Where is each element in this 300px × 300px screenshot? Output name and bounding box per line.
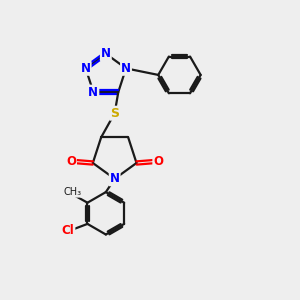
Text: N: N <box>88 85 98 99</box>
Text: N: N <box>121 62 131 75</box>
Text: Cl: Cl <box>62 224 74 237</box>
Text: N: N <box>101 47 111 60</box>
Text: O: O <box>153 155 163 168</box>
Text: S: S <box>110 107 119 120</box>
Text: N: N <box>110 172 120 185</box>
Text: N: N <box>81 62 91 75</box>
Text: CH₃: CH₃ <box>64 187 82 197</box>
Text: O: O <box>66 155 76 168</box>
